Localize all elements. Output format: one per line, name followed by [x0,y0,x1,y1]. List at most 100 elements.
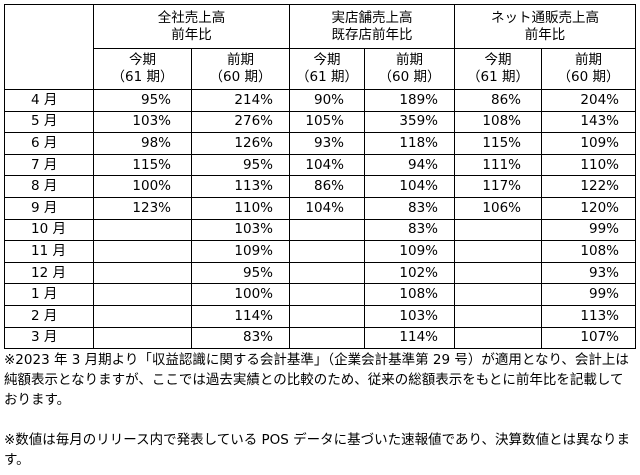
table-row: 6 月 98% 126% 93% 118% 115% 109% [4,132,636,155]
header-group-online-sales: ネット通販売上高 前年比 [454,4,636,49]
header-group-online-sales-line2: 前年比 [524,26,566,43]
value-cell: 122% [541,175,636,198]
value-cell: 86% [289,175,365,198]
header-prior-period: 前期 （60 期） [541,48,636,90]
header-current-period: 今期 （61 期） [289,48,365,90]
value-cell: 204% [541,89,636,112]
header-group-store-sales-line2: 既存店前年比 [331,26,413,43]
month-cell: 12 月 [4,261,94,285]
value-cell: 113% [191,175,290,198]
value-cell [289,261,365,285]
value-cell [289,304,365,328]
month-cell: 3 月 [4,326,94,350]
table-row: 8 月 100% 113% 86% 104% 117% 122% [4,175,636,198]
value-cell [289,326,365,350]
value-cell: 83% [364,218,455,242]
value-cell: 100% [93,175,192,198]
footnotes: ※2023 年 3 月期より「収益認識に関する会計基準」（企業会計基準第 29 … [4,350,636,470]
value-cell: 126% [191,132,290,155]
value-cell: 95% [191,153,290,177]
table-row: 3 月 83% 114% 107% [4,326,636,350]
table-row: 1 月 100% 108% 99% [4,283,636,306]
current-period-number: （61 期） [111,69,174,85]
table-row: 9 月 123% 110% 104% 83% 106% 120% [4,196,636,220]
value-cell: 104% [364,175,455,198]
value-cell: 120% [541,196,636,220]
prior-period-number: （60 期） [557,69,620,85]
month-cell: 9 月 [4,196,94,220]
month-cell: 10 月 [4,218,94,242]
value-cell: 100% [191,283,290,306]
value-cell: 123% [93,196,192,220]
value-cell: 359% [364,110,455,134]
value-cell: 103% [191,218,290,242]
month-cell: 2 月 [4,304,94,328]
value-cell: 115% [454,132,542,155]
table-row: 4 月 95% 214% 90% 189% 86% 204% [4,89,636,112]
value-cell: 104% [289,196,365,220]
header-group-total-sales: 全社売上高 前年比 [93,4,290,49]
value-cell [93,218,192,242]
current-period-label: 今期 [484,52,512,69]
footnote-preliminary-figures: ※数値は毎月のリリース内で発表している POS データに基づいた速報値であり、決… [4,432,630,468]
value-cell: 114% [191,304,290,328]
header-current-period: 今期 （61 期） [454,48,542,90]
prior-period-number: （60 期） [378,69,441,85]
month-cell: 4 月 [4,89,94,112]
value-cell: 90% [289,89,365,112]
header-group-online-sales-line1: ネット通販売上高 [491,9,599,26]
value-cell: 95% [191,261,290,285]
value-cell: 108% [541,240,636,263]
value-cell: 110% [541,153,636,177]
value-cell: 103% [93,110,192,134]
value-cell: 83% [364,196,455,220]
value-cell: 103% [364,304,455,328]
value-cell: 108% [454,110,542,134]
month-cell: 6 月 [4,132,94,155]
value-cell [289,218,365,242]
value-cell: 109% [364,240,455,263]
value-cell: 83% [191,326,290,350]
table-row: 12 月 95% 102% 93% [4,261,636,285]
value-cell: 115% [93,153,192,177]
month-cell: 8 月 [4,175,94,198]
table-row: 7 月 115% 95% 104% 94% 111% 110% [4,153,636,177]
corner-cell [4,4,94,90]
current-period-label: 今期 [129,52,156,69]
value-cell [93,283,192,306]
header-group-total-sales-line2: 前年比 [171,26,212,43]
value-cell [454,326,542,350]
header-row-periods: 今期 （61 期） 前期 （60 期） 今期 （61 期） 前期 （60 期） 今期 （6… [5,48,636,90]
prior-period-number: （60 期） [209,69,272,85]
value-cell: 111% [454,153,542,177]
value-cell: 214% [191,89,290,112]
value-cell [454,240,542,263]
header-current-period: 今期 （61 期） [93,48,192,90]
table-row: 11 月 109% 109% 108% [4,240,636,263]
value-cell: 94% [364,153,455,177]
value-cell [93,304,192,328]
value-cell [454,283,542,306]
value-cell: 93% [541,261,636,285]
header-prior-period: 前期 （60 期） [191,48,290,90]
value-cell [454,304,542,328]
value-cell: 117% [454,175,542,198]
value-cell: 93% [289,132,365,155]
month-cell: 1 月 [4,283,94,306]
value-cell: 105% [289,110,365,134]
table-row: 2 月 114% 103% 113% [4,304,636,328]
value-cell [289,283,365,306]
value-cell: 114% [364,326,455,350]
header-row-groups: 全社売上高 前年比 実店舗売上高 既存店前年比 ネット通販売上高 前年比 [4,4,636,90]
value-cell: 118% [364,132,455,155]
value-cell: 106% [454,196,542,220]
value-cell [93,261,192,285]
value-cell: 86% [454,89,542,112]
footnote-accounting-standard: ※2023 年 3 月期より「収益認識に関する会計基準」（企業会計基準第 29 … [4,352,629,408]
month-cell: 7 月 [4,153,94,177]
value-cell: 108% [364,283,455,306]
table-row: 5 月 103% 276% 105% 359% 108% 143% [4,110,636,134]
value-cell: 109% [541,132,636,155]
value-cell: 143% [541,110,636,134]
header-group-store-sales: 実店舗売上高 既存店前年比 [289,4,455,49]
